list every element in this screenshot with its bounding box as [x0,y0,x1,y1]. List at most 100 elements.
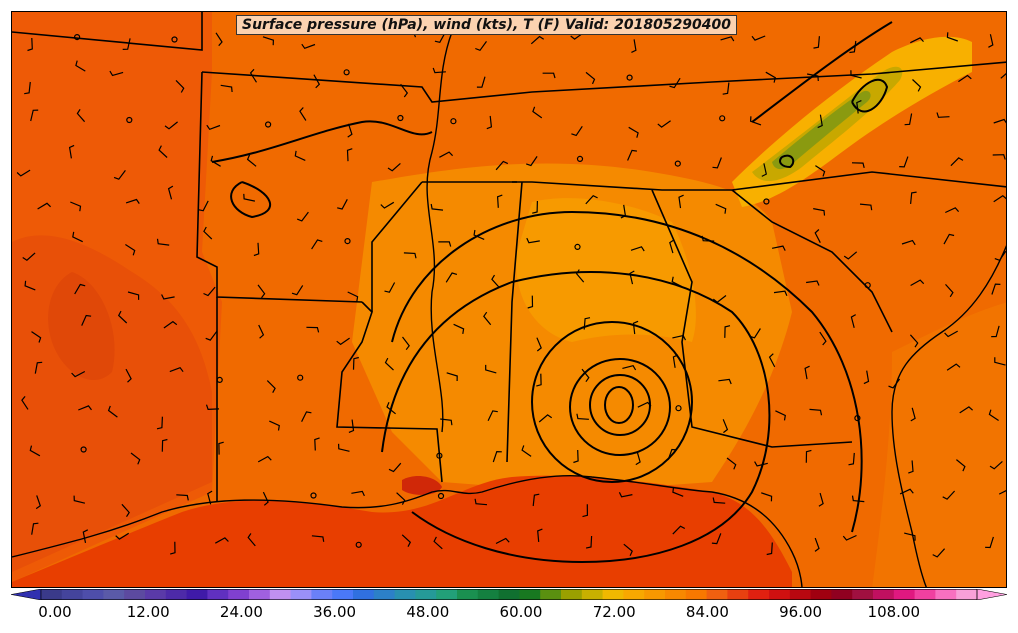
wind-barb [445,272,458,283]
wind-barb [576,413,589,420]
wind-barb [107,405,118,418]
wind-barb [726,457,737,470]
wind-barb [581,368,590,383]
temperature-field-alabama [516,198,696,342]
wind-barb [495,537,510,545]
colorbar-segment [436,589,458,600]
wind-barb [347,291,359,302]
wind-barb [849,40,857,54]
wind-barb [773,290,788,297]
wind-barb [207,490,213,505]
wind-barb [526,156,538,167]
wind-barb [526,237,540,244]
wind-barb [380,201,395,209]
wind-barb [620,204,627,219]
wind-barb [991,283,1001,295]
wind-barb [164,121,178,130]
wind-barb [30,109,39,122]
wind-barb [206,124,221,131]
wind-barb [583,317,591,330]
colorbar-tick-label: 0.00 [38,603,72,621]
wind-barb [453,323,465,334]
wind-barb [632,320,639,335]
wind-barb [125,198,140,204]
wind-barb [766,542,773,556]
colorbar-segment [623,589,645,600]
wind-barb [585,71,596,85]
wind-barb [306,326,320,333]
wind-barb [910,191,917,204]
wind-barb [950,157,964,167]
wind-barb [439,151,454,158]
wind-barb [113,170,126,180]
wind-calm-circle [344,238,351,245]
wind-barb [486,115,493,130]
wind-barb [945,283,954,298]
wind-calm-circle [450,118,457,125]
wind-barb [944,330,958,338]
wind-barb [912,79,922,92]
wind-barb [945,207,960,214]
wind-barb [352,356,359,370]
wind-barb [210,155,221,167]
wind-barb [258,324,265,339]
wind-barb [78,405,92,411]
wind-barb [657,120,671,128]
wind-calm-circle [719,115,726,122]
colorbar-segment [145,589,167,600]
wind-barb [989,460,1003,470]
wind-barb [765,71,776,83]
wind-barb [994,250,1006,262]
wind-barb [775,410,786,421]
wind-barb [806,280,820,286]
wind-calm-circle [763,198,770,205]
wind-barb [908,460,914,474]
wind-barb [635,451,641,466]
atlantic-waters [872,302,1006,587]
wind-barbs [16,23,1006,558]
wind-barb [722,419,729,434]
colorbar-segment [873,589,895,600]
wind-barb [109,70,124,77]
wind-barb [571,125,583,137]
wind-barb [851,162,865,169]
wind-barb [749,328,761,339]
wind-barb [813,208,826,216]
wind-barb [473,229,485,240]
colorbar-segment [41,589,63,600]
wind-barb [492,450,502,463]
wind-barb [629,270,635,285]
wind-barb [932,548,946,558]
wind-barb [751,35,766,41]
wind-barb [761,492,773,502]
wind-barb [637,401,652,408]
colorbar-segment [82,589,104,600]
wind-barb [991,325,1000,338]
wind-barb [338,443,350,452]
wind-barb [438,241,452,247]
wind-barb [400,83,409,98]
wind-barb [121,503,130,518]
colorbar-segment [290,589,312,600]
wind-calm-circle [216,376,223,383]
wind-barb [215,537,229,544]
wind-barb [958,74,972,83]
colorbar-segment [332,589,354,600]
wind-barb [573,449,579,464]
colorbar-segment [249,589,271,600]
colorbar-tick-label: 108.00 [867,603,921,621]
wind-barb [720,36,735,42]
colorbar-min-arrow [11,589,42,600]
colorbar-segment [269,589,292,600]
wind-barb [81,314,92,326]
wind-barb [311,535,325,542]
temperature-field-peak [772,90,871,170]
wind-barb [631,39,637,53]
wind-barb [998,489,1006,495]
colorbar-segment [685,589,708,600]
wind-barb [346,148,353,162]
colorbar-segment [935,589,957,600]
colorbar-segment [165,589,188,600]
wind-barb [946,363,961,371]
wind-barb [491,274,500,288]
